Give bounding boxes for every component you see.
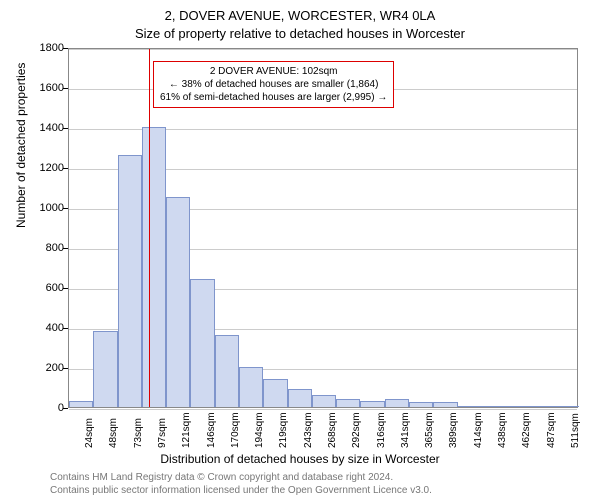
histogram-bar (239, 367, 263, 407)
xtick-label: 243sqm (303, 412, 314, 448)
histogram-bar (190, 279, 214, 407)
histogram-bar (118, 155, 142, 407)
ytick-label: 1000 (24, 202, 64, 214)
xtick-label: 438sqm (497, 412, 508, 448)
histogram-bar (360, 401, 384, 407)
histogram-bar (385, 399, 409, 407)
xtick-label: 24sqm (84, 418, 95, 448)
xtick-label: 48sqm (108, 418, 119, 448)
ytick-mark (63, 328, 68, 329)
chart-title-sub: Size of property relative to detached ho… (0, 26, 600, 41)
histogram-bar (506, 406, 530, 407)
xtick-label: 414sqm (473, 412, 484, 448)
histogram-bar (530, 406, 554, 407)
ytick-label: 1800 (24, 42, 64, 54)
histogram-bar (93, 331, 117, 407)
xtick-label: 389sqm (448, 412, 459, 448)
xtick-label: 170sqm (230, 412, 241, 448)
ytick-mark (63, 408, 68, 409)
histogram-bar (409, 402, 433, 407)
histogram-bar (312, 395, 336, 407)
histogram-bar (142, 127, 166, 407)
xtick-label: 97sqm (157, 418, 168, 448)
histogram-bar (288, 389, 312, 407)
xtick-label: 268sqm (327, 412, 338, 448)
ytick-label: 600 (24, 282, 64, 294)
ytick-label: 1400 (24, 122, 64, 134)
ytick-mark (63, 288, 68, 289)
annotation-line: 61% of semi-detached houses are larger (… (160, 91, 387, 104)
ytick-mark (63, 48, 68, 49)
ytick-mark (63, 368, 68, 369)
property-marker-line (149, 49, 150, 407)
footer-copyright-2: Contains public sector information licen… (50, 485, 432, 496)
ytick-label: 800 (24, 242, 64, 254)
histogram-bar (166, 197, 190, 407)
chart-title-main: 2, DOVER AVENUE, WORCESTER, WR4 0LA (0, 8, 600, 23)
property-annotation: 2 DOVER AVENUE: 102sqm← 38% of detached … (153, 61, 394, 108)
ytick-label: 0 (24, 402, 64, 414)
histogram-bar (69, 401, 93, 407)
xtick-label: 292sqm (351, 412, 362, 448)
footer-copyright-1: Contains HM Land Registry data © Crown c… (50, 472, 393, 483)
ytick-label: 1600 (24, 82, 64, 94)
x-axis-label: Distribution of detached houses by size … (0, 452, 600, 466)
histogram-bar (336, 399, 360, 407)
ytick-label: 1200 (24, 162, 64, 174)
xtick-label: 73sqm (133, 418, 144, 448)
histogram-bar (263, 379, 287, 407)
ytick-mark (63, 128, 68, 129)
ytick-mark (63, 168, 68, 169)
histogram-bar (458, 406, 482, 407)
xtick-label: 316sqm (376, 412, 387, 448)
grid-line (69, 49, 577, 50)
ytick-mark (63, 248, 68, 249)
xtick-label: 341sqm (400, 412, 411, 448)
xtick-label: 194sqm (254, 412, 265, 448)
ytick-mark (63, 208, 68, 209)
ytick-mark (63, 88, 68, 89)
histogram-bar (433, 402, 457, 407)
xtick-label: 487sqm (546, 412, 557, 448)
xtick-label: 146sqm (206, 412, 217, 448)
histogram-bar (215, 335, 239, 407)
chart-plot-area: 2 DOVER AVENUE: 102sqm← 38% of detached … (68, 48, 578, 408)
grid-line (69, 409, 577, 410)
xtick-label: 462sqm (521, 412, 532, 448)
annotation-line: ← 38% of detached houses are smaller (1,… (160, 78, 387, 91)
xtick-label: 121sqm (181, 412, 192, 448)
ytick-label: 200 (24, 362, 64, 374)
histogram-bar (555, 406, 579, 407)
xtick-label: 365sqm (424, 412, 435, 448)
xtick-label: 219sqm (278, 412, 289, 448)
ytick-label: 400 (24, 322, 64, 334)
histogram-bar (482, 406, 506, 407)
annotation-line: 2 DOVER AVENUE: 102sqm (160, 65, 387, 78)
xtick-label: 511sqm (570, 413, 581, 448)
